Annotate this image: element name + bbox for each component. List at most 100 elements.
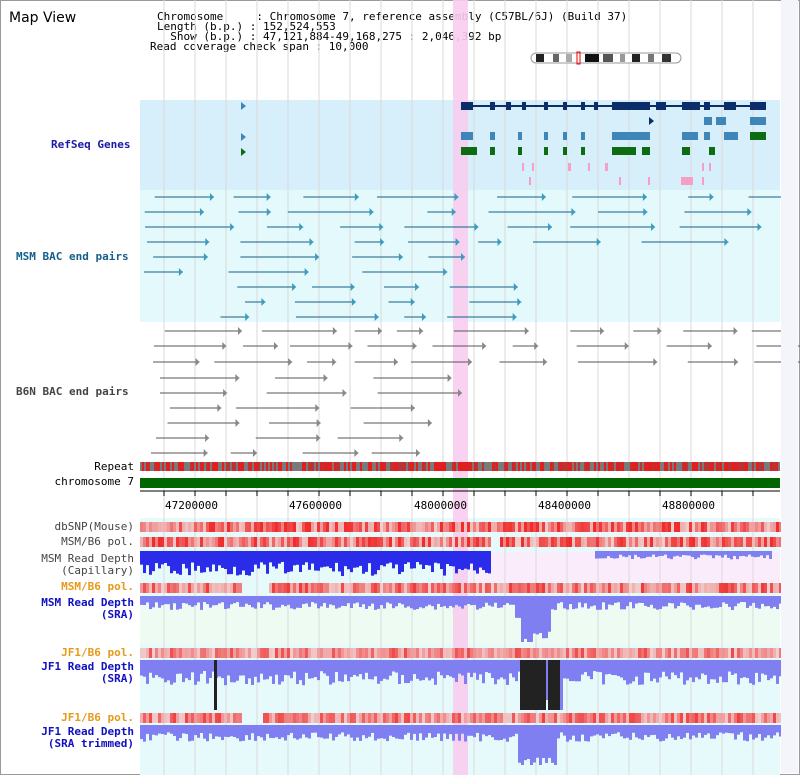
depth-bar [164, 660, 167, 683]
heat-cell [230, 713, 233, 723]
depth-bar [656, 660, 659, 683]
heat-cell [548, 648, 551, 658]
depth-bar [212, 660, 215, 672]
bac-end [378, 327, 383, 335]
repeat-segment [396, 462, 398, 471]
heat-cell [545, 522, 548, 532]
heat-cell [254, 537, 257, 547]
bac-end [600, 327, 605, 335]
heat-cell [557, 583, 560, 593]
heat-cell [611, 583, 614, 593]
heat-cell [530, 537, 533, 547]
depth-bar [689, 660, 692, 678]
heat-cell [659, 522, 662, 532]
heat-cell [338, 583, 341, 593]
depth-bar [734, 725, 737, 740]
heat-cell [161, 522, 164, 532]
heat-cell [320, 648, 323, 658]
depth-bar [692, 725, 695, 736]
repeat-segment [628, 462, 630, 471]
repeat-segment [732, 462, 734, 471]
bac-end [707, 342, 712, 350]
heat-cell [704, 522, 707, 532]
label-dbsnp: dbSNP(Mouse) [54, 520, 134, 533]
heat-cell [614, 537, 617, 547]
depth-bar [731, 660, 734, 675]
depth-bar [233, 596, 236, 604]
heat-cell [773, 713, 776, 723]
heat-cell [470, 648, 473, 658]
repeat-segment [688, 462, 690, 471]
vertical-scrollbar[interactable] [781, 0, 798, 773]
gene-block [682, 132, 698, 140]
heat-cell [182, 583, 185, 593]
heat-cell [266, 648, 269, 658]
depth-bar [329, 596, 332, 605]
heat-cell [734, 648, 737, 658]
heat-cell [386, 583, 389, 593]
depth-bar [680, 596, 683, 603]
heat-cell [641, 648, 644, 658]
depth-bar [578, 596, 581, 603]
depth-bar [590, 596, 593, 607]
heat-cell [326, 648, 329, 658]
heat-cell [446, 583, 449, 593]
bac-end [653, 358, 658, 366]
repeat-segment [216, 462, 218, 471]
repeat-segment [768, 462, 770, 471]
depth-bar [725, 596, 728, 604]
repeat-segment [306, 462, 308, 471]
depth-bar [620, 660, 623, 678]
label-msm-b6-pol: MSM/B6 pol. [61, 535, 134, 548]
heat-cell [710, 713, 713, 723]
depth-bar [455, 725, 458, 734]
heat-cell [371, 537, 374, 547]
bac-end [513, 283, 518, 291]
gene-pink [588, 163, 590, 171]
repeat-segment [166, 462, 168, 471]
depth-bar [440, 660, 443, 676]
bac-end [351, 298, 356, 306]
depth-bar [230, 660, 233, 683]
heat-cell [533, 648, 536, 658]
depth-bar [733, 551, 736, 556]
heat-cell [734, 583, 737, 593]
depth-bar [728, 725, 731, 734]
depth-bar [281, 551, 284, 562]
heat-cell [692, 522, 695, 532]
label-b6n-bac[interactable]: B6N BAC end pairs [16, 385, 129, 398]
heat-cell [422, 522, 425, 532]
depth-bar [437, 596, 440, 604]
heat-cell [281, 522, 284, 532]
heat-cell [407, 648, 410, 658]
depth-bar [665, 725, 668, 739]
repeat-segment [726, 462, 728, 471]
heat-cell [317, 583, 320, 593]
depth-bar [281, 660, 284, 682]
heat-cell [455, 583, 458, 593]
label-msm-bac[interactable]: MSM BAC end pairs [16, 250, 129, 263]
depth-bar [458, 596, 461, 607]
depth-bar [629, 725, 632, 740]
heat-cell [761, 648, 764, 658]
depth-bar [152, 596, 155, 608]
depth-bar [557, 725, 560, 739]
depth-bar [251, 551, 254, 572]
depth-bar [176, 660, 179, 674]
label-refseq-genes[interactable]: RefSeq Genes [51, 138, 131, 151]
heat-cell [710, 648, 713, 658]
repeat-segment [502, 462, 504, 471]
depth-bar [182, 660, 185, 683]
heat-cell [530, 713, 533, 723]
heat-cell [647, 713, 650, 723]
repeat-segment [614, 462, 616, 471]
heat-cell [170, 648, 173, 658]
repeat-segment [328, 462, 330, 471]
depth-bar [164, 596, 167, 605]
depth-bar [602, 725, 605, 739]
heat-cell [272, 537, 275, 547]
depth-bar [407, 660, 410, 684]
depth-bar [731, 725, 734, 734]
depth-bar [773, 725, 776, 736]
